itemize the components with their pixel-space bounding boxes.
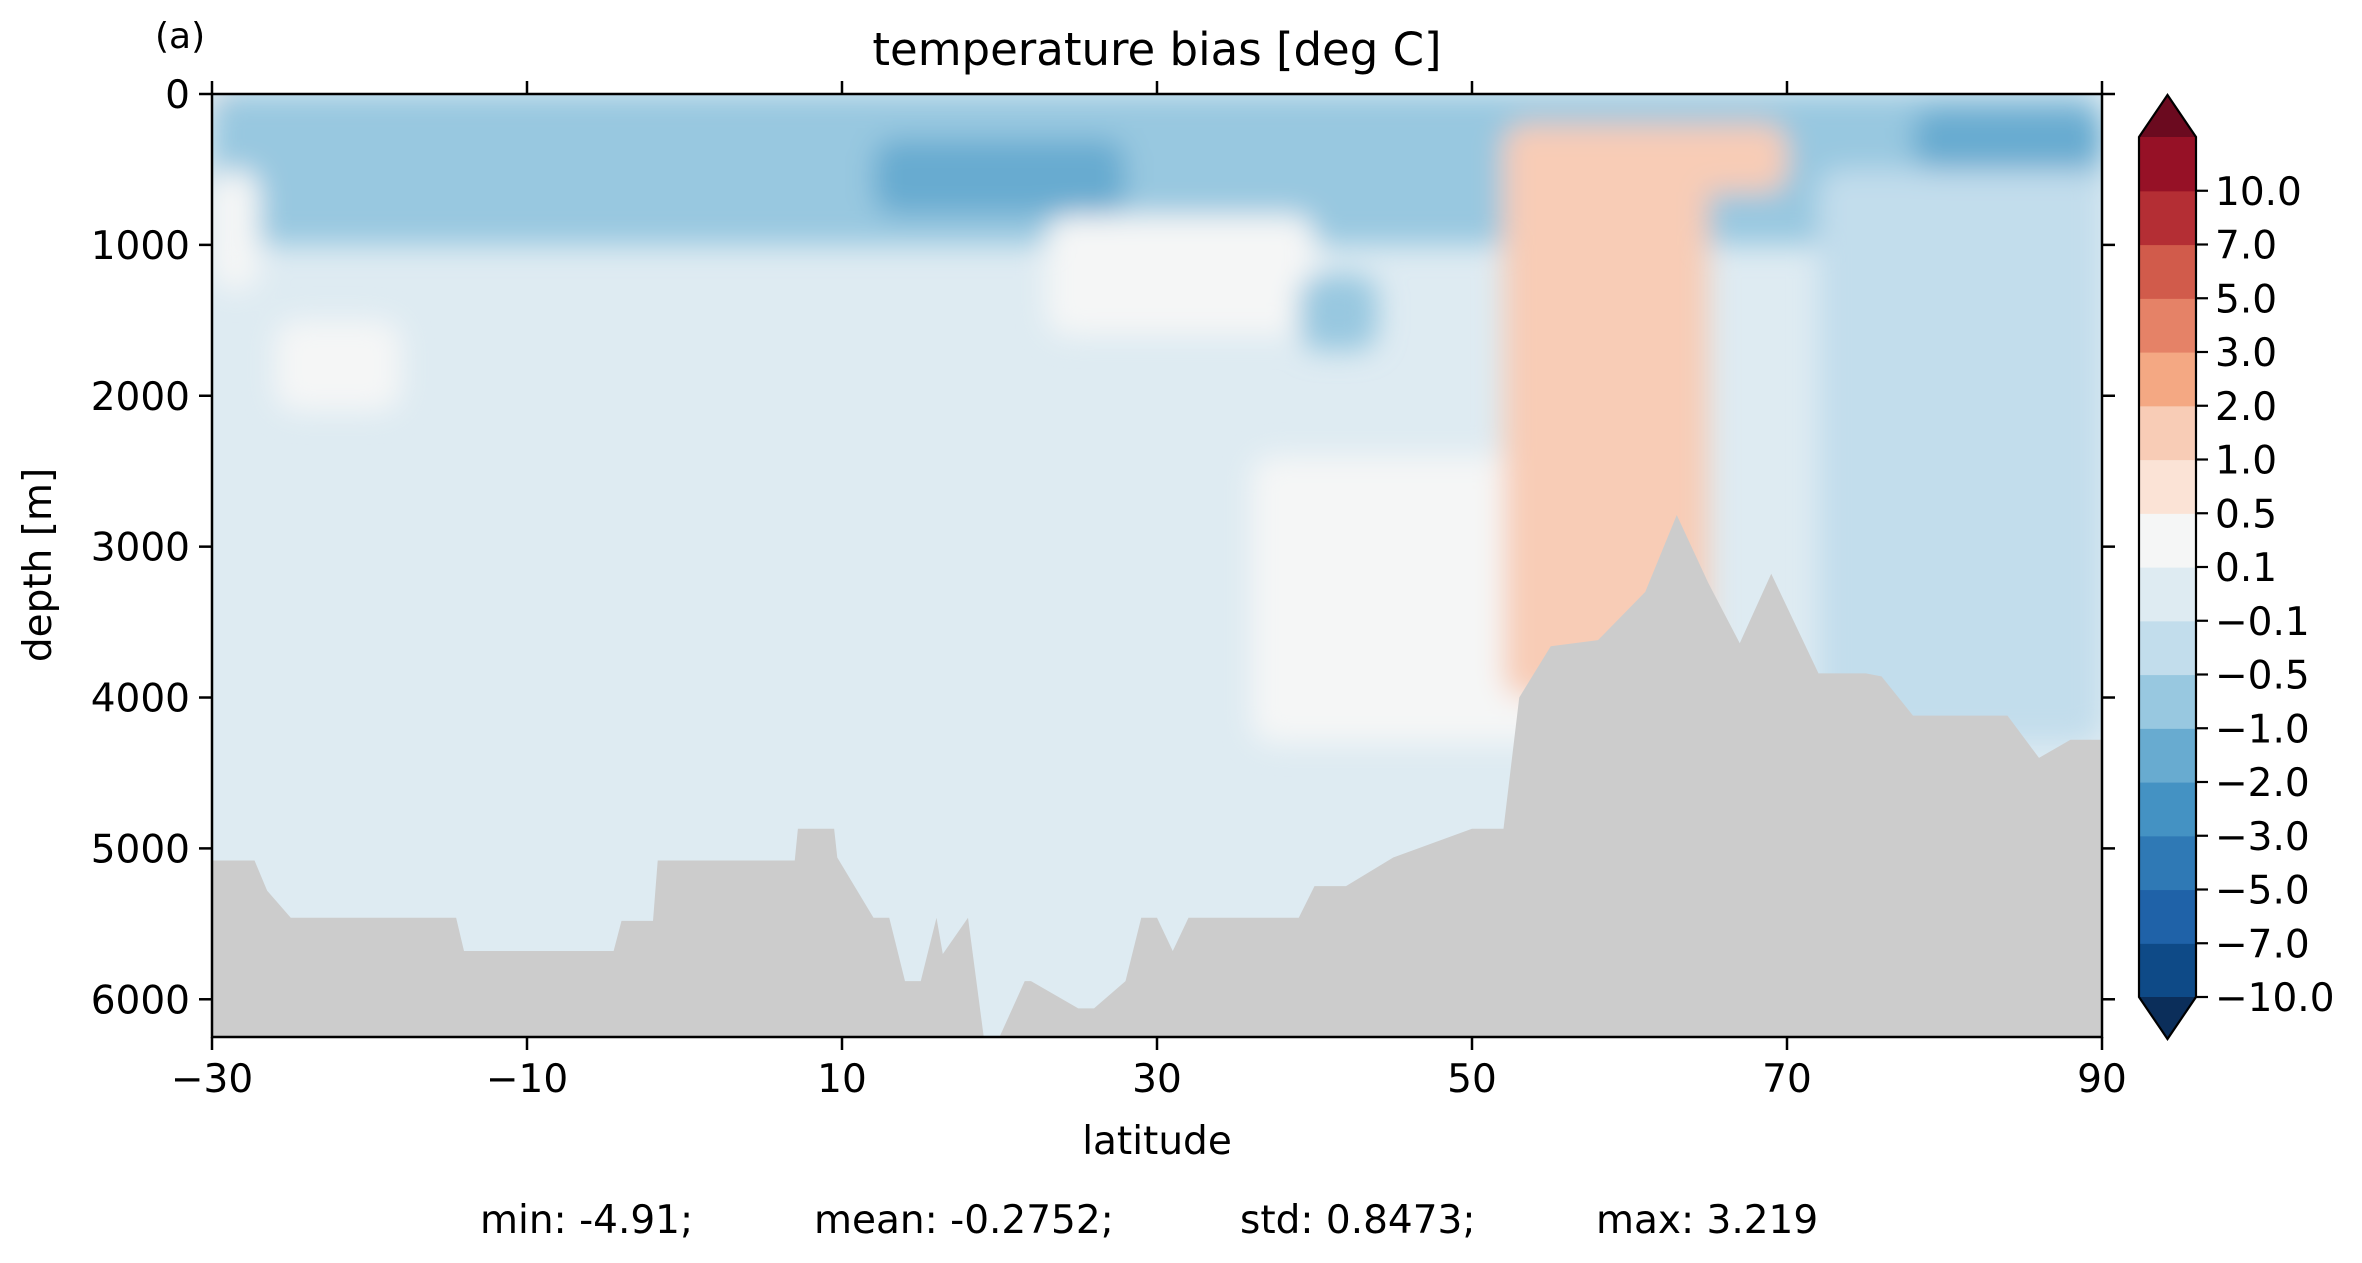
bias-field xyxy=(212,94,2102,743)
x-tick-label: 90 xyxy=(2077,1057,2127,1102)
stat-mean: mean: -0.2752; xyxy=(814,1198,1114,1243)
stat-max: max: 3.219 xyxy=(1596,1198,1819,1243)
y-axis: 0 1000 2000 3000 4000 5000 6000 xyxy=(91,73,2115,1023)
stat-min: min: -4.91; xyxy=(480,1198,694,1243)
x-tick-label: −30 xyxy=(171,1057,253,1102)
colorbar-segment xyxy=(2139,728,2196,783)
bias-region xyxy=(873,139,1126,215)
bias-region xyxy=(1298,275,1378,351)
bias-region xyxy=(212,169,260,291)
colorbar-tick-label: 2.0 xyxy=(2215,385,2277,430)
x-axis-label: latitude xyxy=(1082,1119,1232,1164)
colorbar-tick-label: 10.0 xyxy=(2215,170,2302,215)
colorbar-segment xyxy=(2139,943,2196,998)
colorbar-tick-label: 5.0 xyxy=(2215,277,2277,322)
colorbar-tick-label: −10.0 xyxy=(2215,976,2335,1021)
bias-region xyxy=(1251,456,1567,743)
colorbar-segment xyxy=(2139,244,2196,299)
colorbar-segment xyxy=(2139,513,2196,568)
y-tick-label: 3000 xyxy=(91,526,190,571)
colorbar-tick-label: −0.5 xyxy=(2215,654,2310,699)
colorbar-segment xyxy=(2139,352,2196,407)
x-tick-label: −10 xyxy=(486,1057,568,1102)
bias-region xyxy=(1818,169,2102,743)
seafloor-mask xyxy=(212,514,2102,1037)
colorbar: −10.0 −7.0 −5.0 −3.0 −2.0 −1.0 −0.5 −0.1 0.1 0.5 1… xyxy=(2137,93,2335,1041)
colorbar-tick-label: 0.1 xyxy=(2215,546,2277,591)
bias-region xyxy=(1676,124,1787,193)
colorbar-tick-label: −7.0 xyxy=(2215,922,2310,967)
colorbar-tick-label: 7.0 xyxy=(2215,224,2277,269)
colorbar-segment xyxy=(2139,405,2196,461)
colorbar-tick-label: −2.0 xyxy=(2215,761,2310,806)
colorbar-segment xyxy=(2139,782,2196,837)
y-tick-label: 6000 xyxy=(91,978,190,1023)
bias-region xyxy=(1913,109,2102,170)
colorbar-segment xyxy=(2139,835,2196,891)
bias-region xyxy=(275,320,401,411)
colorbar-tick-label: 1.0 xyxy=(2215,439,2277,484)
colorbar-tick-label: −1.0 xyxy=(2215,707,2310,752)
colorbar-segment xyxy=(2139,298,2196,353)
x-axis: −30 −10 10 30 50 70 90 xyxy=(171,81,2127,1102)
colorbar-tick-label: 0.5 xyxy=(2215,492,2277,537)
y-tick-label: 0 xyxy=(165,73,190,118)
colorbar-segment xyxy=(2139,620,2196,676)
colorbar-tick-label: −3.0 xyxy=(2215,815,2310,860)
colorbar-tick-label: −0.1 xyxy=(2215,600,2310,645)
panel-label: (a) xyxy=(155,16,205,57)
y-axis-label: depth [m] xyxy=(16,468,61,662)
colorbar-tick-label: 3.0 xyxy=(2215,331,2277,376)
colorbar-segment xyxy=(2139,889,2196,944)
colorbar-segment xyxy=(2139,190,2196,246)
colorbar-extend-max xyxy=(2139,95,2196,137)
colorbar-segment xyxy=(2139,567,2196,622)
colorbar-tick-label: −5.0 xyxy=(2215,869,2310,914)
x-tick-label: 30 xyxy=(1132,1057,1182,1102)
colorbar-segment xyxy=(2139,137,2196,192)
x-tick-label: 50 xyxy=(1447,1057,1497,1102)
colorbar-segment xyxy=(2139,674,2196,729)
bias-region xyxy=(1046,214,1315,336)
y-tick-label: 2000 xyxy=(91,375,190,420)
y-tick-label: 1000 xyxy=(91,224,190,269)
y-tick-label: 4000 xyxy=(91,677,190,722)
x-tick-label: 10 xyxy=(817,1057,867,1102)
colorbar-segment xyxy=(2139,459,2196,514)
chart-title: temperature bias [deg C] xyxy=(872,23,1441,76)
y-tick-label: 5000 xyxy=(91,827,190,872)
plot-area xyxy=(212,94,2102,1037)
bias-region xyxy=(1503,124,1709,698)
colorbar-extend-min xyxy=(2139,997,2196,1039)
stat-std: std: 0.8473; xyxy=(1240,1198,1476,1243)
x-tick-label: 70 xyxy=(1762,1057,1812,1102)
